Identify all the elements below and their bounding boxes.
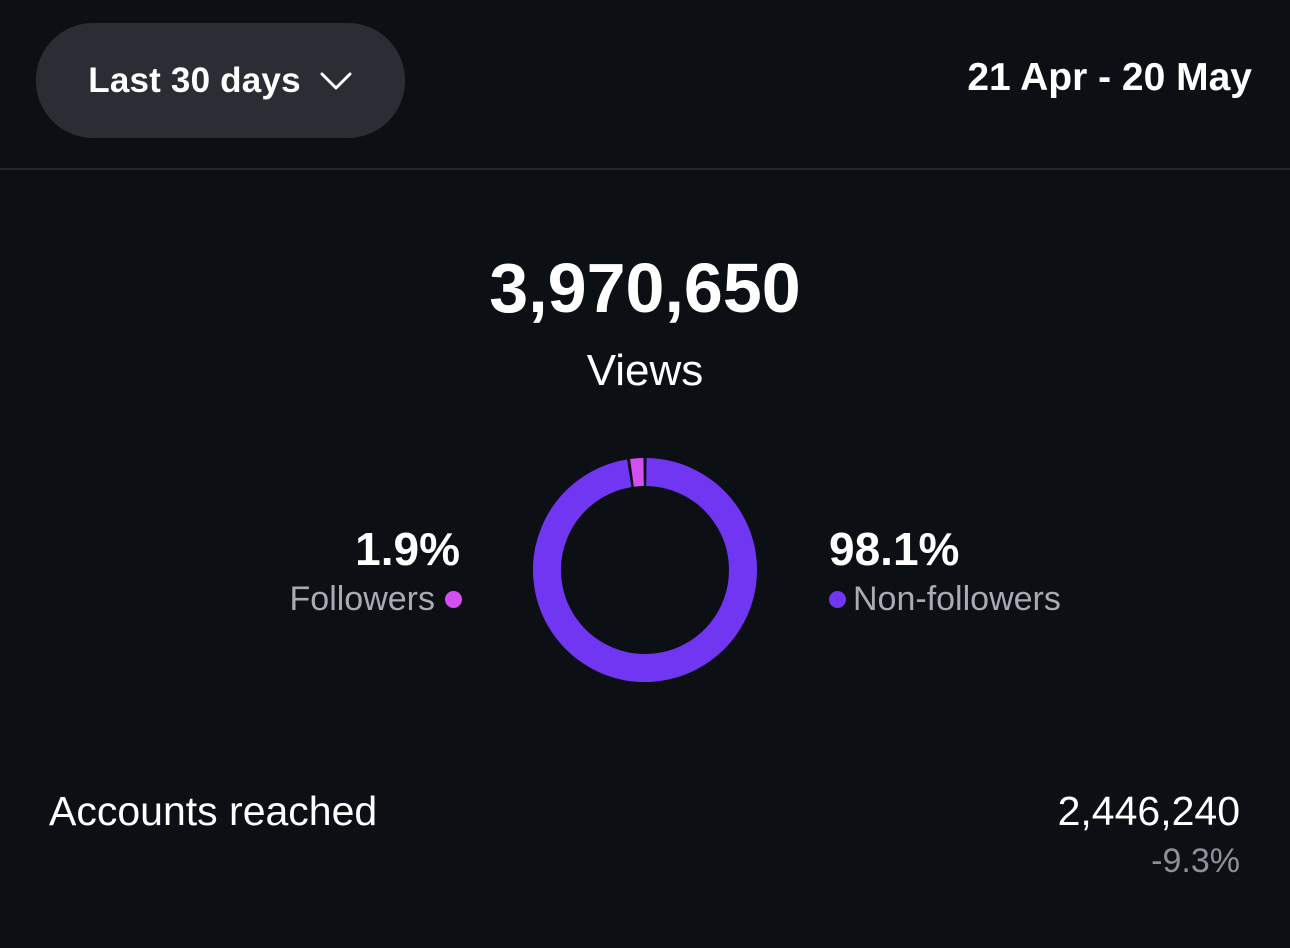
- views-total: 3,970,650: [489, 249, 801, 327]
- non-followers-legend-label: Non-followers: [853, 580, 1061, 618]
- non-followers-legend-dot: [829, 591, 846, 608]
- date-range-dropdown[interactable]: Last 30 days: [36, 23, 405, 138]
- followers-legend-label: Followers: [289, 580, 435, 618]
- views-donut-chart: [533, 458, 757, 682]
- non-followers-percentage: 98.1%: [829, 523, 960, 575]
- followers-legend-dot: [445, 591, 462, 608]
- accounts-reached-value: 2,446,240: [1057, 788, 1240, 834]
- donut-segment-non-followers: [533, 458, 757, 682]
- chevron-down-icon: [320, 72, 352, 89]
- accounts-reached-label: Accounts reached: [49, 788, 378, 834]
- date-range-dropdown-label: Last 30 days: [88, 60, 301, 100]
- views-label: Views: [586, 346, 704, 395]
- date-range-text: 21 Apr - 20 May: [967, 56, 1252, 99]
- followers-percentage: 1.9%: [355, 523, 460, 575]
- accounts-reached-change: -9.3%: [1151, 842, 1240, 880]
- followers-legend: Followers: [290, 580, 462, 619]
- non-followers-legend: Non-followers: [829, 580, 1061, 619]
- header-divider: [0, 168, 1290, 170]
- donut-segment-followers: [630, 458, 645, 487]
